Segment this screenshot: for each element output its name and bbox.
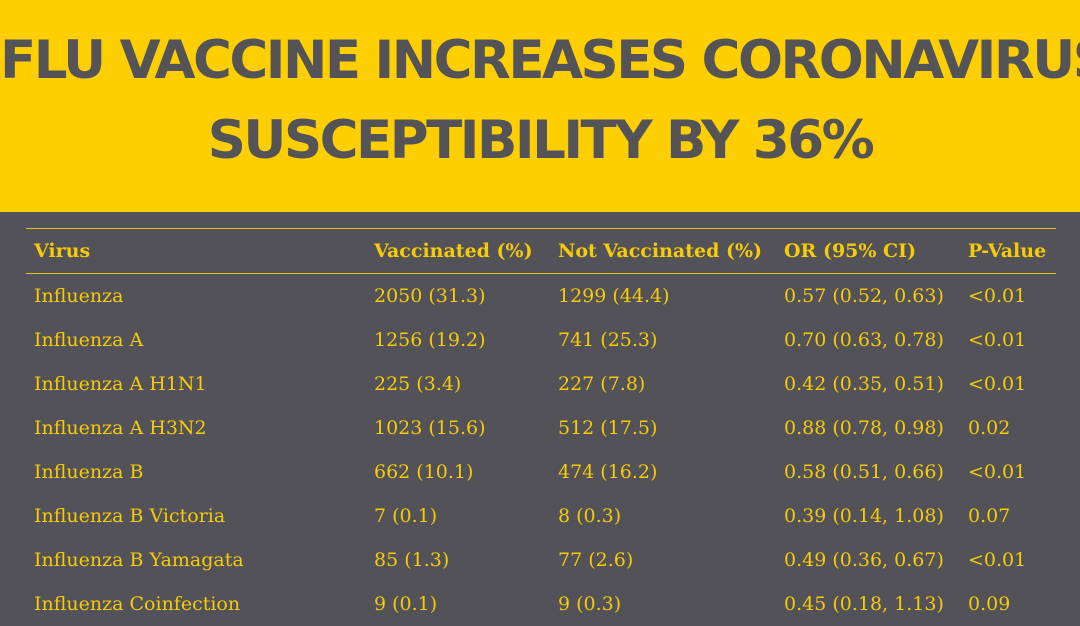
cell-vaccinated: 7 (0.1) bbox=[374, 505, 438, 527]
cell-virus: Influenza B Victoria bbox=[34, 505, 226, 527]
table-row: Influenza B Victoria 7 (0.1) 8 (0.3) 0.3… bbox=[26, 494, 1056, 538]
column-header-not-vaccinated: Not Vaccinated (%) bbox=[558, 240, 763, 262]
cell-virus: Influenza A bbox=[34, 329, 144, 351]
cell-not-vaccinated: 512 (17.5) bbox=[558, 417, 658, 439]
cell-virus: Influenza A H1N1 bbox=[34, 373, 207, 395]
cell-not-vaccinated: 77 (2.6) bbox=[558, 549, 634, 571]
cell-vaccinated: 1023 (15.6) bbox=[374, 417, 486, 439]
cell-odds-ratio: 0.57 (0.52, 0.63) bbox=[784, 285, 944, 307]
cell-virus: Influenza B bbox=[34, 461, 144, 483]
cell-not-vaccinated: 1299 (44.4) bbox=[558, 285, 670, 307]
cell-p-value: 0.07 bbox=[968, 505, 1011, 527]
cell-p-value: <0.01 bbox=[968, 549, 1027, 571]
cell-virus: Influenza Coinfection bbox=[34, 593, 241, 615]
cell-not-vaccinated: 8 (0.3) bbox=[558, 505, 622, 527]
table-row: Influenza Coinfection 9 (0.1) 9 (0.3) 0.… bbox=[26, 582, 1056, 626]
cell-not-vaccinated: 741 (25.3) bbox=[558, 329, 658, 351]
cell-p-value: <0.01 bbox=[968, 373, 1027, 395]
cell-vaccinated: 1256 (19.2) bbox=[374, 329, 486, 351]
column-header-virus: Virus bbox=[34, 240, 91, 262]
results-table-container: Virus Vaccinated (%) Not Vaccinated (%) … bbox=[26, 228, 1056, 626]
cell-p-value: 0.02 bbox=[968, 417, 1011, 439]
cell-not-vaccinated: 9 (0.3) bbox=[558, 593, 622, 615]
headline-line-1: FLU VACCINE INCREASES CORONAVIRUS bbox=[0, 30, 1080, 91]
cell-vaccinated: 85 (1.3) bbox=[374, 549, 450, 571]
cell-vaccinated: 662 (10.1) bbox=[374, 461, 474, 483]
cell-not-vaccinated: 227 (7.8) bbox=[558, 373, 646, 395]
cell-virus: Influenza bbox=[34, 285, 124, 307]
cell-p-value: <0.01 bbox=[968, 329, 1027, 351]
cell-vaccinated: 225 (3.4) bbox=[374, 373, 462, 395]
cell-virus: Influenza A H3N2 bbox=[34, 417, 207, 439]
cell-vaccinated: 9 (0.1) bbox=[374, 593, 438, 615]
column-header-vaccinated: Vaccinated (%) bbox=[374, 240, 533, 262]
table-row: Influenza A H1N1 225 (3.4) 227 (7.8) 0.4… bbox=[26, 362, 1056, 406]
cell-virus: Influenza B Yamagata bbox=[34, 549, 244, 571]
cell-p-value: 0.09 bbox=[968, 593, 1011, 615]
column-header-odds-ratio: OR (95% CI) bbox=[784, 240, 917, 262]
results-table: Virus Vaccinated (%) Not Vaccinated (%) … bbox=[26, 228, 1056, 626]
cell-odds-ratio: 0.58 (0.51, 0.66) bbox=[784, 461, 944, 483]
table-row: Influenza B 662 (10.1) 474 (16.2) 0.58 (… bbox=[26, 450, 1056, 494]
table-row: Influenza B Yamagata 85 (1.3) 77 (2.6) 0… bbox=[26, 538, 1056, 582]
cell-odds-ratio: 0.88 (0.78, 0.98) bbox=[784, 417, 944, 439]
cell-not-vaccinated: 474 (16.2) bbox=[558, 461, 658, 483]
headline-banner: FLU VACCINE INCREASES CORONAVIRUS SUSCEP… bbox=[0, 0, 1080, 212]
cell-odds-ratio: 0.45 (0.18, 1.13) bbox=[784, 593, 944, 615]
table-row: Influenza 2050 (31.3) 1299 (44.4) 0.57 (… bbox=[26, 274, 1056, 319]
table-row: Influenza A H3N2 1023 (15.6) 512 (17.5) … bbox=[26, 406, 1056, 450]
table-row: Influenza A 1256 (19.2) 741 (25.3) 0.70 … bbox=[26, 318, 1056, 362]
cell-odds-ratio: 0.49 (0.36, 0.67) bbox=[784, 549, 944, 571]
cell-p-value: <0.01 bbox=[968, 461, 1027, 483]
cell-vaccinated: 2050 (31.3) bbox=[374, 285, 486, 307]
column-header-p-value: P-Value bbox=[968, 240, 1047, 262]
cell-odds-ratio: 0.39 (0.14, 1.08) bbox=[784, 505, 944, 527]
table-header-row: Virus Vaccinated (%) Not Vaccinated (%) … bbox=[26, 228, 1056, 274]
cell-odds-ratio: 0.70 (0.63, 0.78) bbox=[784, 329, 944, 351]
headline-line-2: SUSCEPTIBILITY BY 36% bbox=[207, 110, 875, 171]
cell-p-value: <0.01 bbox=[968, 285, 1027, 307]
cell-odds-ratio: 0.42 (0.35, 0.51) bbox=[784, 373, 944, 395]
